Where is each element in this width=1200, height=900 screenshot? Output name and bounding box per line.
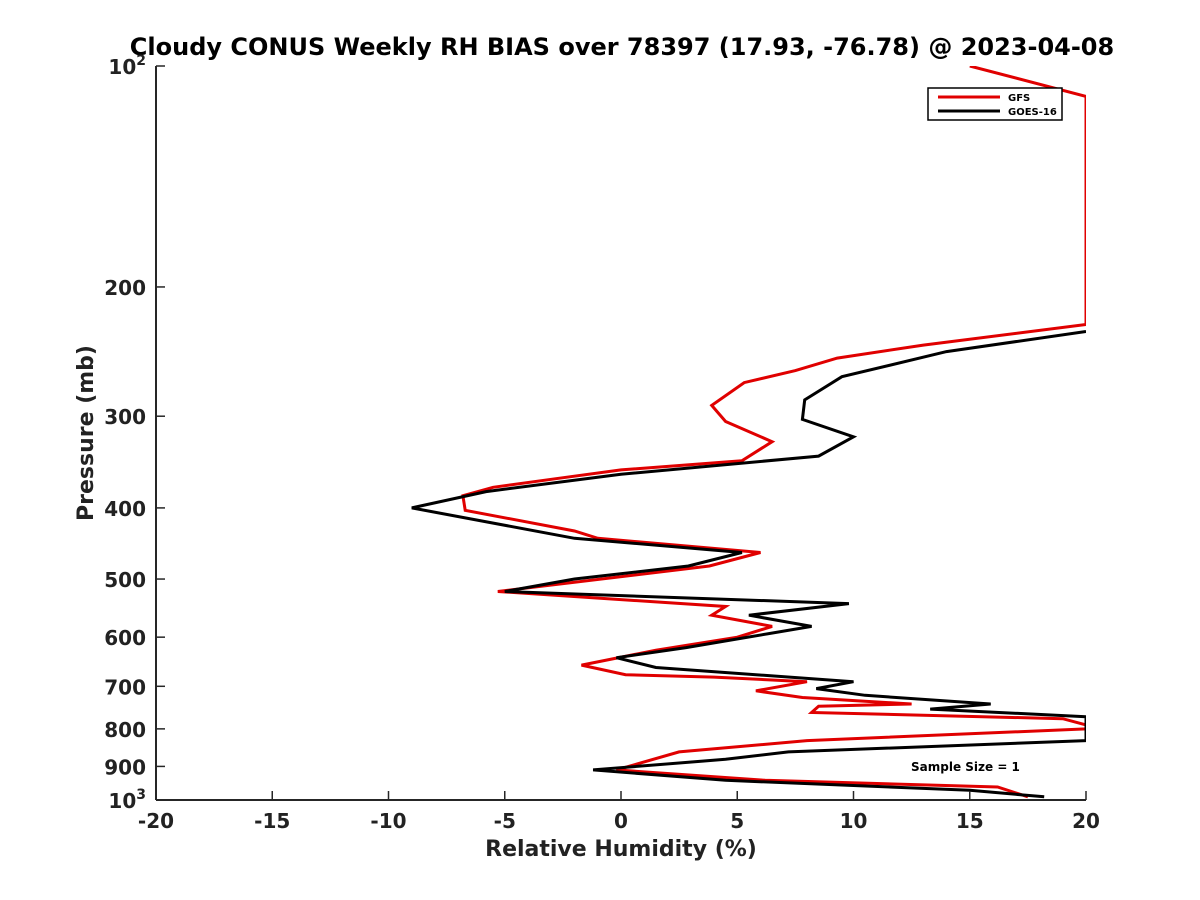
y-tick-label: 300 (104, 405, 146, 429)
x-tick-label: -15 (254, 809, 290, 833)
y-tick-label: 400 (104, 497, 146, 521)
x-tick-label: 5 (730, 809, 744, 833)
y-tick-label: 102 (108, 53, 146, 79)
legend-box (927, 87, 1063, 121)
y-tick-label: 600 (104, 626, 146, 650)
y-tick-label: 800 (104, 718, 146, 742)
series-line-gfs (461, 66, 1086, 799)
y-tick-label: 700 (104, 675, 146, 699)
y-axis-label: Pressure (mb) (74, 345, 99, 521)
x-tick-label: 15 (956, 809, 984, 833)
x-axis-ticks: -20 -15 -10 -5 0 5 10 15 20 (138, 791, 1100, 833)
legend: GFS GOES-16 (927, 87, 1063, 121)
chart-title: Cloudy CONUS Weekly RH BIAS over 78397 (… (130, 33, 1114, 61)
x-tick-label: -20 (138, 809, 174, 833)
x-tick-label: 0 (614, 809, 628, 833)
y-tick-label: 103 (108, 787, 146, 813)
x-axis-label: Relative Humidity (%) (485, 837, 757, 862)
sample-size-annotation: Sample Size = 1 (911, 760, 1020, 774)
y-tick-label: 200 (104, 276, 146, 300)
x-tick-label: 10 (840, 809, 868, 833)
y-tick-label: 500 (104, 568, 146, 592)
y-axis-ticks: 102 200 300 400 500 600 700 800 900 103 (104, 53, 165, 813)
x-tick-label: -5 (494, 809, 516, 833)
series-layer (411, 66, 1086, 799)
series-line-goes16 (411, 330, 1086, 799)
y-tick-label: 900 (104, 755, 146, 779)
legend-label-gfs: GFS (1008, 93, 1030, 104)
legend-label-goes16: GOES-16 (1008, 107, 1057, 118)
x-tick-label: -10 (370, 809, 406, 833)
x-tick-label: 20 (1072, 809, 1100, 833)
